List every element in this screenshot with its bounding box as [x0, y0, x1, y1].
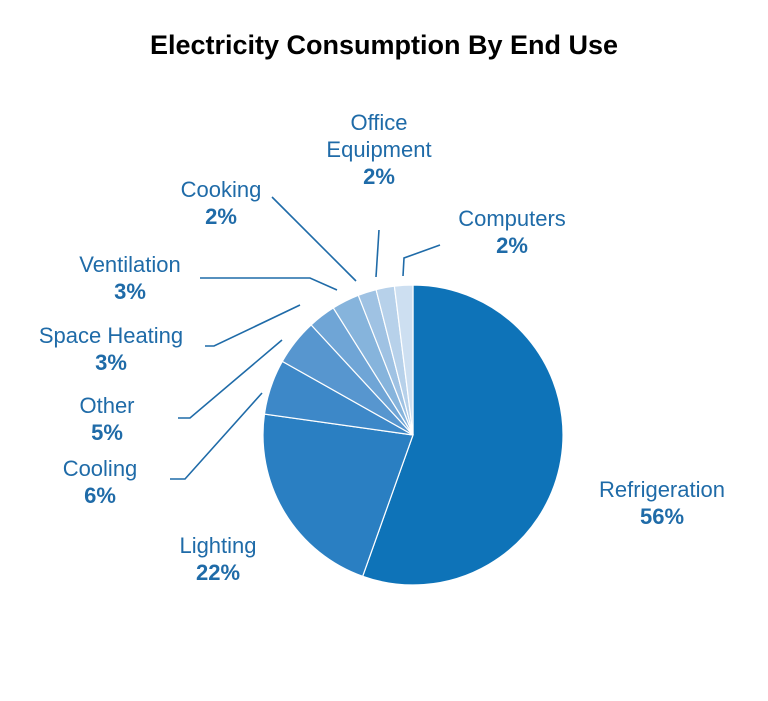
slice-label-cooling: Cooling: [63, 456, 138, 481]
slice-label-other: Other: [79, 393, 134, 418]
slice-value-ventilation: 3%: [114, 279, 146, 304]
slice-value-computers: 2%: [496, 233, 528, 258]
slice-value-lighting: 22%: [196, 560, 240, 585]
leader-line-ventilation: [200, 277, 338, 291]
leader-line-cooking: [271, 196, 357, 282]
slice-label-computers: Computers: [458, 206, 566, 231]
leader-line-space-heating: [205, 304, 301, 347]
pie-slice-computers: [393, 284, 414, 436]
leader-line-other: [178, 339, 283, 419]
slice-label-office-equipment: Equipment: [326, 137, 431, 162]
slice-label-ventilation: Ventilation: [79, 252, 181, 277]
leader-line-computers: [402, 244, 441, 277]
slice-value-cooling: 6%: [84, 483, 116, 508]
slice-value-cooking: 2%: [205, 204, 237, 229]
pie-slice-lighting: [262, 413, 414, 578]
slice-value-refrigeration: 56%: [640, 504, 684, 529]
leader-line-office-equipment: [375, 229, 380, 278]
slice-value-office-equipment: 2%: [363, 164, 395, 189]
slice-label-lighting: Lighting: [179, 533, 256, 558]
slice-label-space-heating: Space Heating: [39, 323, 183, 348]
slice-value-other: 5%: [91, 420, 123, 445]
leader-line-cooling: [170, 392, 263, 480]
slice-value-space-heating: 3%: [95, 350, 127, 375]
slice-label-cooking: Cooking: [181, 177, 262, 202]
slice-label-office-equipment: Office: [350, 110, 407, 135]
slice-label-refrigeration: Refrigeration: [599, 477, 725, 502]
chart-title: Electricity Consumption By End Use: [149, 30, 619, 60]
pie-slice-refrigeration: [361, 284, 564, 586]
